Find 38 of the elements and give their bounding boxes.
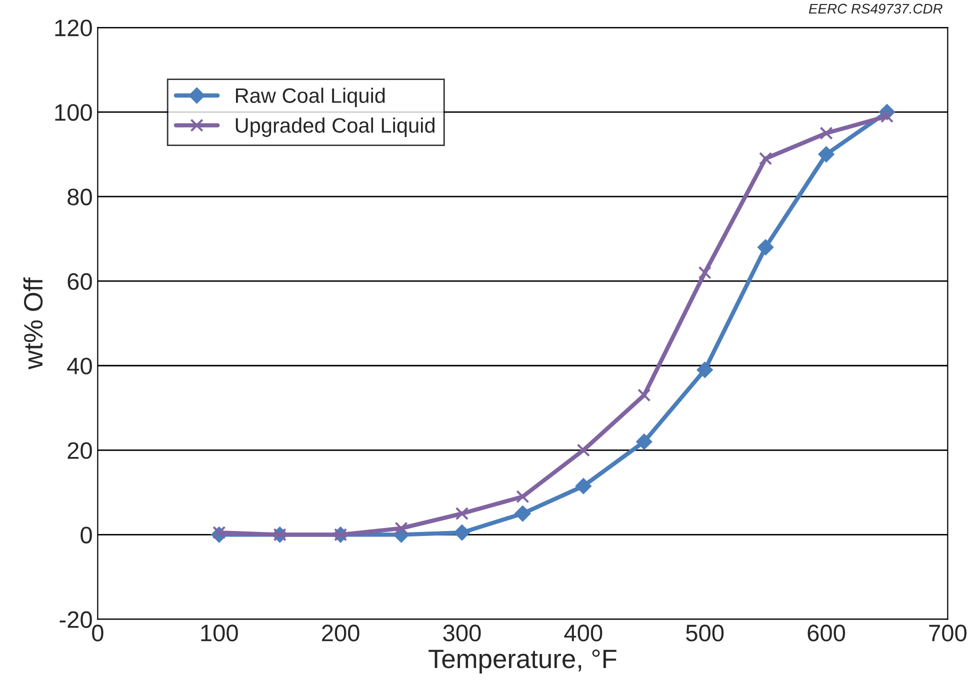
y-tick-label: 80 <box>68 188 92 206</box>
point <box>696 362 714 378</box>
point <box>757 239 774 256</box>
point <box>636 433 652 450</box>
point <box>818 146 834 163</box>
point <box>698 266 712 280</box>
x-tick-label: 200 <box>322 624 360 642</box>
x-tick-label: 700 <box>929 624 966 642</box>
point <box>575 478 592 494</box>
point <box>394 522 408 535</box>
y-tick-label: 60 <box>68 273 92 290</box>
y-tick-label: 20 <box>68 442 92 459</box>
point <box>880 110 894 123</box>
point <box>516 490 530 504</box>
point <box>212 526 226 540</box>
point <box>454 524 470 541</box>
point <box>638 388 651 402</box>
point <box>455 506 469 520</box>
y-tick-label: 0 <box>80 526 92 544</box>
y-axis-title: wt% Off <box>23 277 43 370</box>
x-tick-label: 400 <box>564 624 602 642</box>
y-tick-label: -20 <box>60 611 92 628</box>
legend-label: Raw Coal Liquid <box>236 88 385 108</box>
x-tick-label: 100 <box>201 624 238 642</box>
x-tick-label: 300 <box>443 624 481 642</box>
legend-label: Upgraded Coal Liquid <box>236 118 434 137</box>
y-tick-label: 120 <box>55 20 92 36</box>
point <box>820 126 833 140</box>
text: EERC RS49737.CDR <box>808 4 942 14</box>
point <box>576 444 590 457</box>
point <box>514 505 531 522</box>
x-axis-title: Temperature, °F <box>428 650 616 674</box>
y-tick-label: 40 <box>67 358 92 374</box>
x-tick-label: 0 <box>92 624 104 642</box>
point <box>758 152 772 166</box>
x-tick-label: 600 <box>808 624 846 642</box>
y-tick-label: 100 <box>55 104 92 121</box>
x-tick-label: 500 <box>686 624 724 642</box>
